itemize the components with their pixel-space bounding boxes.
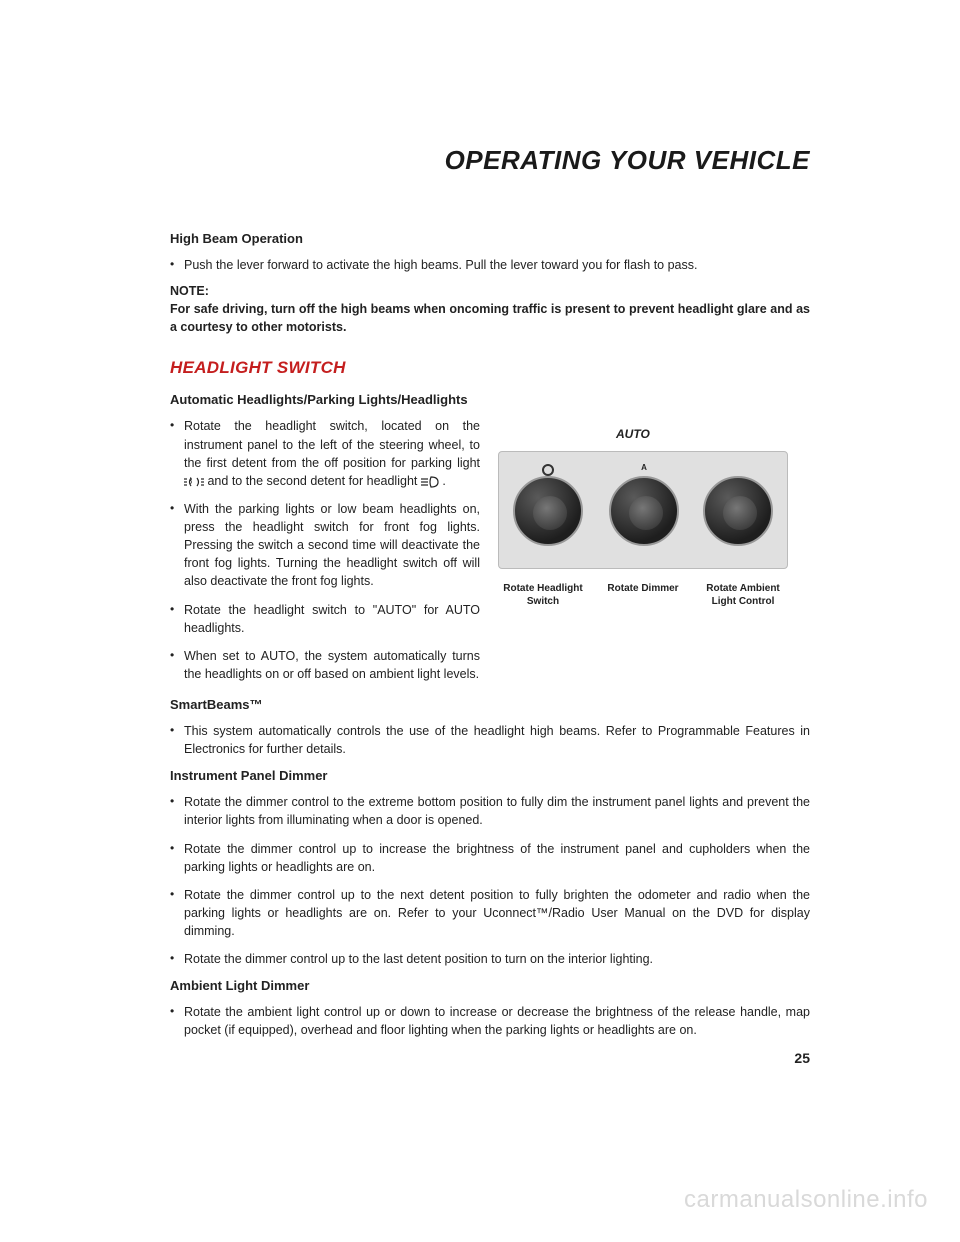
dial-knob — [533, 496, 567, 530]
bullet-text-fragment: Rotate the headlight switch, located on … — [184, 419, 480, 469]
list-item: When set to AUTO, the system automatical… — [170, 647, 480, 683]
figure-captions: Rotate Headlight Switch Rotate Dimmer Ro… — [498, 583, 788, 608]
panel-dimmer-list: Rotate the dimmer control to the extreme… — [170, 793, 810, 968]
caption-dimmer: Rotate Dimmer — [598, 583, 688, 608]
ambient-dial — [703, 476, 773, 546]
headlight-switch-heading: HEADLIGHT SWITCH — [170, 358, 810, 378]
page-number: 25 — [794, 1050, 810, 1066]
right-column: AUTO A Rotate Headlight Switch — [498, 417, 810, 693]
list-item: Rotate the dimmer control to the extreme… — [170, 793, 810, 829]
list-item: Rotate the dimmer control up to the next… — [170, 886, 810, 940]
bullet-text-fragment: and to the second detent for headlight — [207, 474, 420, 488]
auto-label: AUTO — [616, 427, 650, 441]
auto-headlights-subheading: Automatic Headlights/Parking Lights/Head… — [170, 392, 810, 407]
list-item: Rotate the headlight switch to "AUTO" fo… — [170, 601, 480, 637]
headlight-bullets: Rotate the headlight switch, located on … — [170, 417, 480, 683]
watermark: carmanualsonline.info — [684, 1186, 928, 1214]
high-beam-heading: High Beam Operation — [170, 231, 810, 246]
note-body: For safe driving, turn off the high beam… — [170, 300, 810, 336]
headlight-dial — [513, 476, 583, 546]
manual-page: OPERATING YOUR VEHICLE High Beam Operati… — [0, 0, 960, 1040]
ambient-dimmer-subheading: Ambient Light Dimmer — [170, 978, 810, 993]
dial-panel: A — [498, 451, 788, 569]
two-column-layout: Rotate the headlight switch, located on … — [170, 417, 810, 693]
ambient-dimmer-list: Rotate the ambient light control up or d… — [170, 1003, 810, 1039]
dial-knob — [723, 496, 757, 530]
dial-a-label: A — [641, 463, 647, 472]
headlight-switch-figure: AUTO A Rotate Headlight Switch — [498, 423, 788, 643]
note-label: NOTE: — [170, 284, 810, 298]
dial-knob — [629, 496, 663, 530]
smartbeams-subheading: SmartBeams™ — [170, 697, 810, 712]
smartbeams-list: This system automatically controls the u… — [170, 722, 810, 758]
list-item: Rotate the ambient light control up or d… — [170, 1003, 810, 1039]
dial-indicator-icon — [542, 464, 554, 476]
headlight-icon — [421, 476, 439, 488]
list-item: This system automatically controls the u… — [170, 722, 810, 758]
panel-dimmer-subheading: Instrument Panel Dimmer — [170, 768, 810, 783]
list-item: With the parking lights or low beam head… — [170, 500, 480, 591]
dimmer-dial: A — [609, 476, 679, 546]
parking-light-icon — [184, 476, 204, 488]
left-column: Rotate the headlight switch, located on … — [170, 417, 480, 693]
bullet-text-fragment: . — [442, 474, 445, 488]
list-item: Rotate the dimmer control up to the last… — [170, 950, 810, 968]
high-beam-list: Push the lever forward to activate the h… — [170, 256, 810, 274]
caption-headlight: Rotate Headlight Switch — [498, 583, 588, 608]
section-title: OPERATING YOUR VEHICLE — [170, 145, 810, 176]
list-item: Rotate the headlight switch, located on … — [170, 417, 480, 490]
list-item: Rotate the dimmer control up to increase… — [170, 840, 810, 876]
list-item: Push the lever forward to activate the h… — [170, 256, 810, 274]
caption-ambient: Rotate Ambient Light Control — [698, 583, 788, 608]
